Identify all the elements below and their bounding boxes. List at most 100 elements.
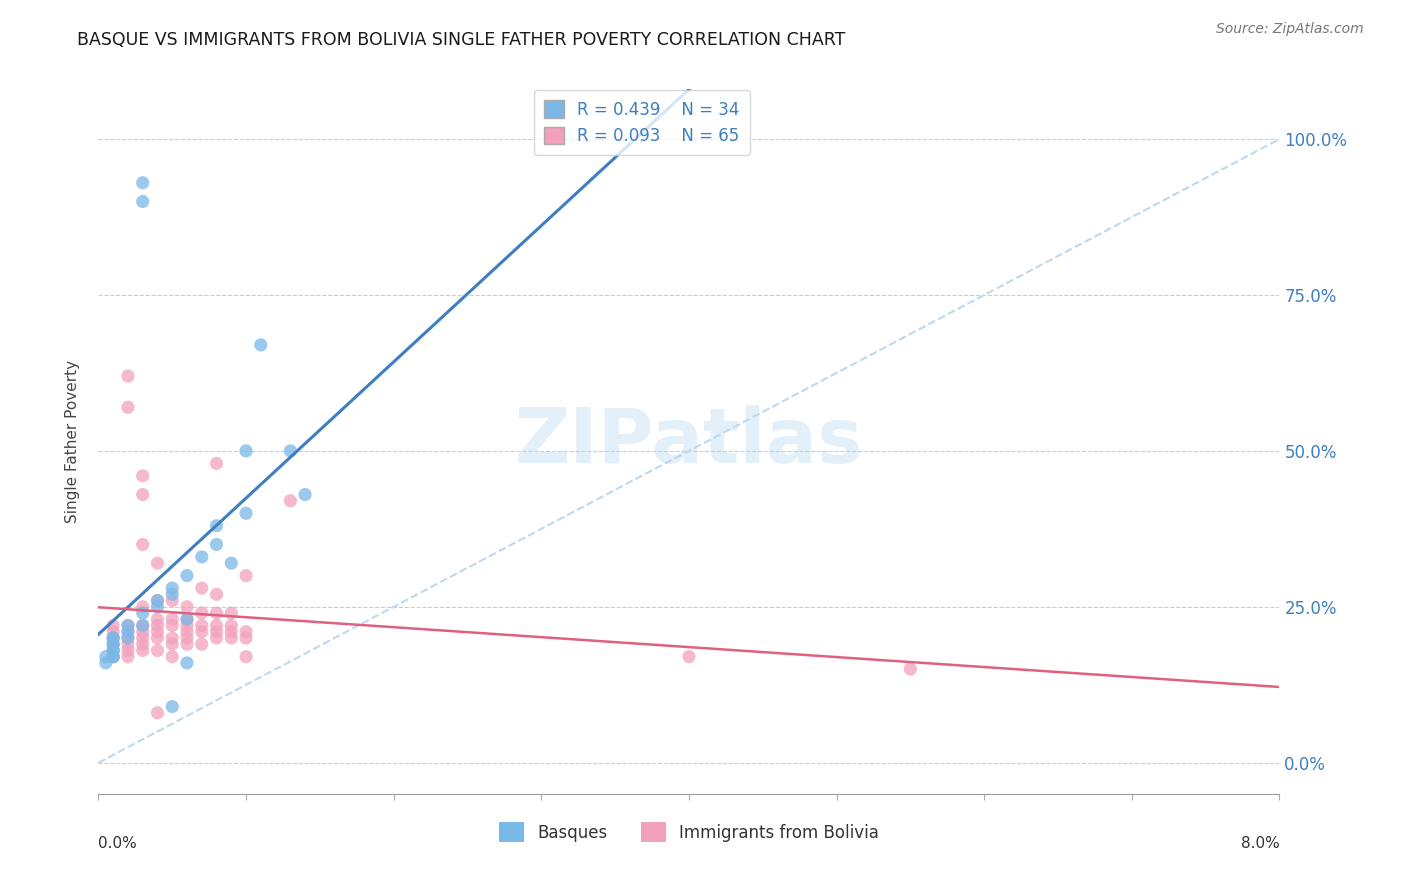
Point: [280, 443, 302, 458]
Point: [103, 631, 125, 645]
Point: [678, 649, 700, 664]
Point: [221, 624, 243, 639]
Point: [191, 606, 214, 620]
Point: [103, 637, 125, 651]
Point: [117, 643, 139, 657]
Point: [132, 176, 155, 190]
Text: ZIPatlas: ZIPatlas: [515, 405, 863, 478]
Point: [162, 612, 183, 626]
Point: [146, 556, 169, 570]
Point: [205, 587, 228, 601]
Point: [132, 194, 155, 209]
Point: [176, 618, 198, 632]
Point: [146, 706, 169, 720]
Point: [103, 643, 125, 657]
Point: [191, 549, 214, 564]
Point: [205, 618, 228, 632]
Point: [103, 631, 125, 645]
Point: [103, 643, 125, 657]
Text: BASQUE VS IMMIGRANTS FROM BOLIVIA SINGLE FATHER POVERTY CORRELATION CHART: BASQUE VS IMMIGRANTS FROM BOLIVIA SINGLE…: [77, 31, 845, 49]
Point: [176, 612, 198, 626]
Point: [103, 643, 125, 657]
Point: [117, 637, 139, 651]
Y-axis label: Single Father Poverty: Single Father Poverty: [65, 360, 80, 523]
Point: [205, 631, 228, 645]
Point: [280, 493, 302, 508]
Point: [132, 631, 155, 645]
Point: [132, 599, 155, 614]
Point: [94, 656, 117, 670]
Point: [132, 618, 155, 632]
Point: [235, 443, 257, 458]
Point: [103, 649, 125, 664]
Point: [132, 606, 155, 620]
Point: [132, 537, 155, 551]
Point: [117, 369, 139, 384]
Point: [132, 637, 155, 651]
Point: [117, 631, 139, 645]
Point: [162, 631, 183, 645]
Point: [235, 568, 257, 582]
Point: [191, 624, 214, 639]
Point: [132, 624, 155, 639]
Point: [176, 568, 198, 582]
Point: [235, 506, 257, 520]
Point: [162, 649, 183, 664]
Point: [117, 624, 139, 639]
Text: 8.0%: 8.0%: [1240, 836, 1279, 851]
Point: [146, 612, 169, 626]
Point: [146, 599, 169, 614]
Point: [221, 606, 243, 620]
Point: [162, 581, 183, 595]
Point: [117, 618, 139, 632]
Point: [117, 401, 139, 415]
Point: [205, 606, 228, 620]
Legend: Basques, Immigrants from Bolivia: Basques, Immigrants from Bolivia: [492, 815, 886, 849]
Point: [176, 599, 198, 614]
Point: [117, 618, 139, 632]
Point: [146, 643, 169, 657]
Point: [103, 624, 125, 639]
Point: [235, 649, 257, 664]
Point: [221, 556, 243, 570]
Point: [176, 656, 198, 670]
Point: [146, 624, 169, 639]
Point: [103, 631, 125, 645]
Point: [103, 618, 125, 632]
Point: [205, 456, 228, 470]
Point: [117, 649, 139, 664]
Point: [205, 537, 228, 551]
Point: [162, 587, 183, 601]
Point: [103, 637, 125, 651]
Point: [205, 518, 228, 533]
Point: [191, 581, 214, 595]
Point: [146, 618, 169, 632]
Point: [191, 618, 214, 632]
Point: [176, 631, 198, 645]
Text: 0.0%: 0.0%: [98, 836, 138, 851]
Point: [132, 468, 155, 483]
Point: [117, 631, 139, 645]
Point: [162, 637, 183, 651]
Point: [191, 637, 214, 651]
Point: [117, 624, 139, 639]
Point: [103, 637, 125, 651]
Point: [235, 631, 257, 645]
Point: [94, 649, 117, 664]
Point: [294, 487, 316, 501]
Point: [205, 624, 228, 639]
Point: [221, 618, 243, 632]
Point: [132, 643, 155, 657]
Point: [103, 649, 125, 664]
Point: [162, 618, 183, 632]
Point: [146, 631, 169, 645]
Point: [250, 338, 273, 352]
Point: [235, 624, 257, 639]
Point: [176, 612, 198, 626]
Point: [132, 487, 155, 501]
Point: [146, 593, 169, 607]
Point: [146, 593, 169, 607]
Point: [132, 618, 155, 632]
Point: [162, 699, 183, 714]
Text: Source: ZipAtlas.com: Source: ZipAtlas.com: [1216, 22, 1364, 37]
